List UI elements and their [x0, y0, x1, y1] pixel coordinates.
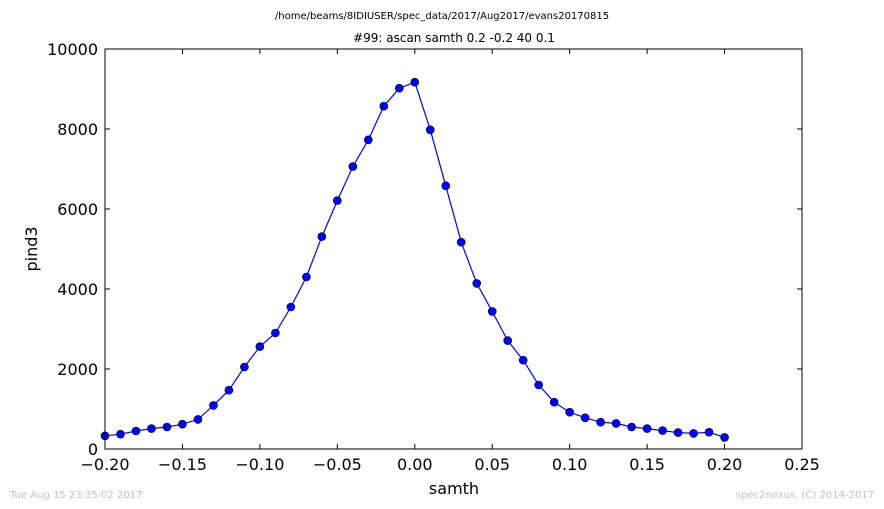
data-point — [394, 83, 404, 93]
x-tick-label: 0.20 — [707, 455, 743, 474]
data-point — [689, 429, 698, 438]
data-point — [487, 307, 497, 316]
data-point — [658, 426, 667, 435]
chart-title: #99: ascan samth 0.2 -0.2 40 0.1 — [353, 31, 555, 45]
data-point — [178, 419, 187, 429]
data-point — [580, 413, 590, 423]
data-point — [534, 380, 543, 390]
y-axis-label: pind3 — [22, 226, 41, 271]
data-point — [565, 407, 574, 417]
data-point — [472, 279, 482, 288]
x-tick-label: 0.00 — [397, 455, 433, 474]
data-point — [720, 433, 729, 442]
data-point — [425, 125, 435, 135]
data-point — [379, 101, 389, 111]
data-point — [317, 232, 327, 241]
data-point — [549, 397, 559, 407]
data-point — [302, 272, 311, 282]
y-tick-label: 2000 — [57, 360, 98, 379]
data-point — [673, 428, 683, 437]
data-point — [224, 385, 234, 395]
data-point — [193, 415, 203, 424]
data-point — [611, 419, 621, 428]
x-tick-label: 0.10 — [552, 455, 588, 474]
plot-frame — [104, 48, 803, 450]
data-point — [147, 424, 156, 433]
x-tick-label: 0.25 — [784, 455, 820, 474]
x-axis-label: samth — [429, 479, 479, 498]
data-series — [100, 77, 729, 442]
data-point — [333, 196, 342, 205]
data-point — [596, 417, 605, 427]
file-path: /home/beams/8IDIUSER/spec_data/2017/Aug2… — [275, 11, 609, 22]
x-tick-label: 0.05 — [474, 455, 510, 474]
y-tick-label: 6000 — [57, 200, 98, 219]
data-point — [255, 342, 265, 351]
data-point — [441, 181, 451, 191]
x-tick-label: −0.10 — [235, 455, 284, 474]
data-point — [364, 135, 373, 145]
x-tick-label: −0.05 — [313, 455, 362, 474]
y-axis: 0 2000 4000 6000 8000 10000 — [47, 40, 802, 459]
data-point — [456, 237, 466, 247]
data-point — [627, 422, 636, 432]
y-tick-label: 0 — [88, 440, 98, 459]
x-tick-label: 0.15 — [629, 455, 665, 474]
data-point — [116, 429, 125, 439]
x-tick-label: −0.20 — [80, 455, 129, 474]
data-point — [162, 422, 172, 432]
data-point — [410, 77, 420, 87]
data-point — [503, 336, 513, 345]
x-tick-label: −0.15 — [158, 455, 207, 474]
data-point — [286, 302, 296, 312]
data-point — [348, 162, 358, 171]
y-tick-label: 8000 — [57, 120, 98, 139]
data-point — [271, 328, 280, 338]
x-axis: −0.20 −0.15 −0.10 −0.05 0.00 0.05 0.10 0.15 0.20… — [80, 49, 820, 474]
footer-credit: spec2nexus, (C) 2014-2017 — [736, 490, 874, 501]
footer-timestamp: Tue Aug 15 23:35:02 2017 — [9, 490, 142, 501]
y-tick-label: 4000 — [57, 280, 98, 299]
data-point — [518, 355, 528, 365]
y-tick-label: 10000 — [47, 40, 98, 59]
series-line — [104, 81, 725, 438]
data-point — [240, 362, 249, 372]
data-point — [642, 424, 652, 433]
data-point — [209, 401, 218, 410]
data-point — [704, 427, 714, 437]
data-point — [131, 426, 141, 436]
